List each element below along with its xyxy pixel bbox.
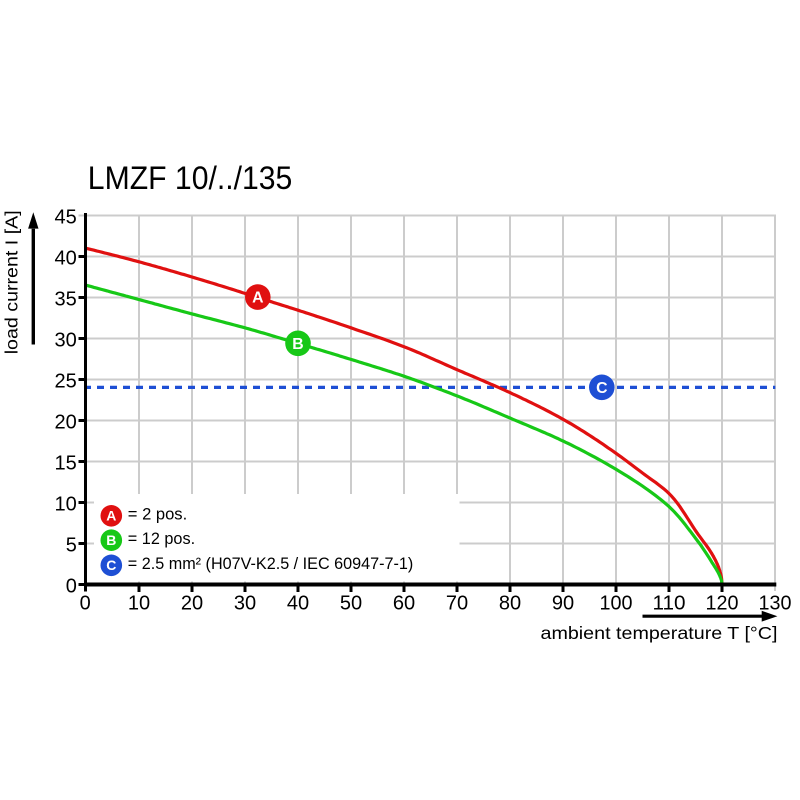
svg-text:A: A: [106, 508, 116, 524]
svg-text:25: 25: [55, 369, 77, 392]
svg-text:40: 40: [55, 246, 77, 269]
svg-text:30: 30: [234, 592, 256, 615]
svg-text:= 12 pos.: = 12 pos.: [128, 530, 195, 548]
svg-text:B: B: [106, 532, 116, 548]
svg-text:100: 100: [600, 592, 633, 615]
svg-text:15: 15: [55, 451, 77, 474]
svg-text:110: 110: [653, 592, 686, 615]
svg-text:35: 35: [55, 287, 77, 310]
svg-text:5: 5: [66, 533, 77, 556]
svg-text:C: C: [596, 380, 607, 397]
svg-text:70: 70: [446, 592, 468, 615]
svg-text:80: 80: [499, 592, 521, 615]
svg-text:10: 10: [55, 492, 77, 515]
svg-text:load current I [A]: load current I [A]: [1, 210, 21, 354]
svg-text:10: 10: [128, 592, 150, 615]
svg-text:0: 0: [80, 592, 91, 615]
svg-text:20: 20: [181, 592, 203, 615]
svg-text:50: 50: [340, 592, 362, 615]
svg-text:90: 90: [552, 592, 574, 615]
svg-text:C: C: [106, 557, 116, 573]
svg-text:30: 30: [55, 328, 77, 351]
svg-text:LMZF 10/../135: LMZF 10/../135: [88, 159, 292, 196]
svg-text:45: 45: [55, 205, 77, 228]
svg-text:130: 130: [759, 592, 792, 615]
svg-text:ambient temperature T [°C]: ambient temperature T [°C]: [541, 623, 778, 643]
svg-text:0: 0: [66, 574, 77, 597]
svg-text:= 2.5 mm² (H07V-K2.5 / IEC 609: = 2.5 mm² (H07V-K2.5 / IEC 60947-7-1): [128, 555, 414, 573]
svg-text:A: A: [252, 290, 263, 307]
svg-text:40: 40: [287, 592, 309, 615]
svg-text:60: 60: [393, 592, 415, 615]
svg-text:120: 120: [706, 592, 739, 615]
svg-text:= 2 pos.: = 2 pos.: [128, 506, 187, 524]
svg-text:20: 20: [55, 410, 77, 433]
svg-text:B: B: [292, 336, 303, 353]
